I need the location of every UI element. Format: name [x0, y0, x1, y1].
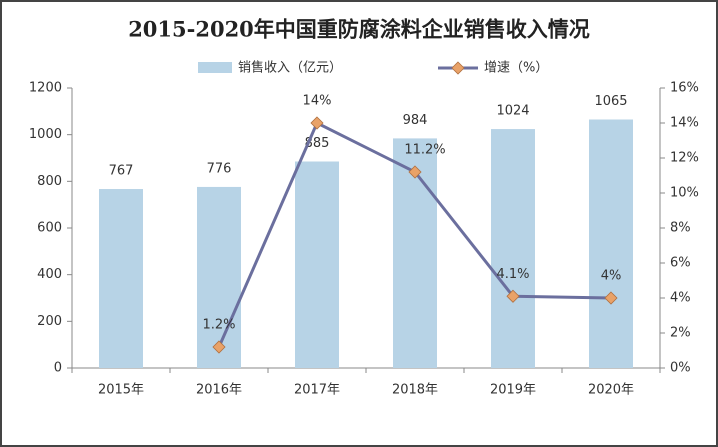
line-value-label: 4.1% [496, 267, 529, 282]
y-tick-label: 600 [37, 221, 62, 236]
bar [197, 186, 241, 368]
legend-label: 增速（%） [484, 61, 548, 76]
line-marker [408, 165, 422, 179]
legend-swatch [198, 62, 232, 73]
x-tick-label: 2015年 [98, 383, 144, 398]
line-marker [310, 116, 324, 130]
bar-value-label: 984 [403, 113, 428, 128]
line-value-label: 11.2% [404, 143, 445, 158]
x-tick-label: 2018年 [392, 383, 438, 398]
chart-title: 2015-2020年中国重防腐涂料企业销售收入情况 [128, 17, 590, 42]
x-tick-label: 2019年 [490, 383, 536, 398]
y-tick-label: 400 [37, 267, 62, 282]
bar [295, 161, 339, 368]
y-tick-label: 0 [54, 361, 62, 376]
line-marker [604, 291, 618, 305]
bar [589, 119, 633, 368]
bar [491, 129, 535, 368]
line-marker [506, 289, 520, 303]
y-tick-label: 200 [37, 314, 62, 329]
bar-value-label: 1065 [594, 94, 627, 109]
y2-tick-label: 8% [670, 221, 691, 236]
y2-tick-label: 12% [670, 151, 699, 166]
y-tick-label: 800 [37, 174, 62, 189]
y2-tick-label: 16% [670, 81, 699, 96]
bar-value-label: 776 [207, 161, 232, 176]
line-value-label: 4% [601, 269, 622, 284]
x-tick-label: 2017年 [294, 383, 340, 398]
bar-value-label: 767 [109, 164, 134, 179]
bar-value-label: 1024 [496, 104, 529, 119]
x-tick-label: 2020年 [588, 383, 634, 398]
y2-tick-label: 14% [670, 116, 699, 131]
line-marker [212, 340, 226, 354]
y2-tick-label: 10% [670, 186, 699, 201]
y-tick-label: 1000 [29, 127, 62, 142]
line-value-label: 1.2% [202, 318, 235, 333]
legend-label: 销售收入（亿元） [238, 60, 342, 76]
y2-tick-label: 2% [670, 326, 691, 341]
line-value-label: 14% [303, 94, 332, 109]
y2-tick-label: 0% [670, 361, 691, 376]
y-tick-label: 1200 [29, 81, 62, 96]
legend-marker [451, 61, 465, 75]
y2-tick-label: 4% [670, 291, 691, 306]
bar [99, 189, 143, 368]
x-tick-label: 2016年 [196, 383, 242, 398]
y2-tick-label: 6% [670, 256, 691, 271]
